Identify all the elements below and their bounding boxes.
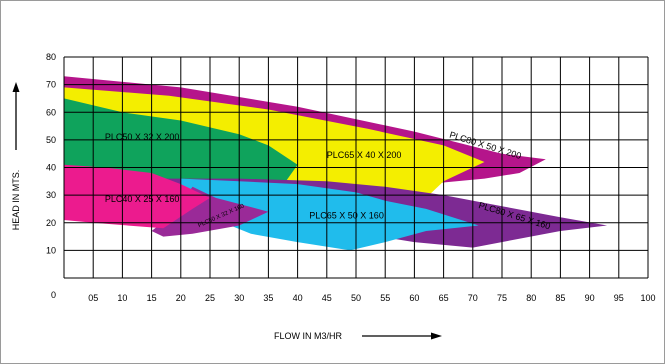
x-tick-label: 60 <box>409 293 419 303</box>
x-tick-label: 100 <box>640 293 655 303</box>
y-tick-label: 40 <box>46 163 56 173</box>
region-label-1: PLC65 X 40 X 200 <box>327 150 402 160</box>
x-tick-label: 30 <box>234 293 244 303</box>
x-tick-label: 20 <box>176 293 186 303</box>
x-tick-label: 75 <box>497 293 507 303</box>
y-tick-label: 70 <box>46 80 56 90</box>
x-tick-label: 95 <box>614 293 624 303</box>
x-tick-label: 70 <box>468 293 478 303</box>
x-tick-label: 25 <box>205 293 215 303</box>
y-tick-label: 10 <box>46 245 56 255</box>
x-tick-label: 55 <box>380 293 390 303</box>
region-6 <box>64 164 210 229</box>
x-tick-label: 90 <box>585 293 595 303</box>
y-axis-arrow-head <box>12 82 20 92</box>
x-axis-label: FLOW IN M3/HR <box>274 331 343 341</box>
y-tick-label: 50 <box>46 135 56 145</box>
x-tick-label: 05 <box>88 293 98 303</box>
y-tick-label: 60 <box>46 107 56 117</box>
x-tick-label: 80 <box>526 293 536 303</box>
y-tick-label: 80 <box>46 52 56 62</box>
y-tick-label: 0 <box>51 290 56 300</box>
x-tick-label: 65 <box>439 293 449 303</box>
region-label-4: PLC65 X 50 X 160 <box>309 211 384 221</box>
region-label-6: PLC40 X 25 X 160 <box>105 194 180 204</box>
x-tick-label: 10 <box>117 293 127 303</box>
x-tick-label: 40 <box>293 293 303 303</box>
x-tick-label: 45 <box>322 293 332 303</box>
x-tick-label: 15 <box>147 293 157 303</box>
x-tick-label: 50 <box>351 293 361 303</box>
x-tick-label: 35 <box>263 293 273 303</box>
x-axis-arrow-head <box>431 332 442 340</box>
y-tick-label: 30 <box>46 190 56 200</box>
region-4 <box>180 178 479 251</box>
y-tick-label: 20 <box>46 218 56 228</box>
region-label-2: PLC50 X 32 X 200 <box>105 132 180 142</box>
x-tick-label: 85 <box>555 293 565 303</box>
y-axis-label: HEAD IN MTS. <box>11 170 21 231</box>
